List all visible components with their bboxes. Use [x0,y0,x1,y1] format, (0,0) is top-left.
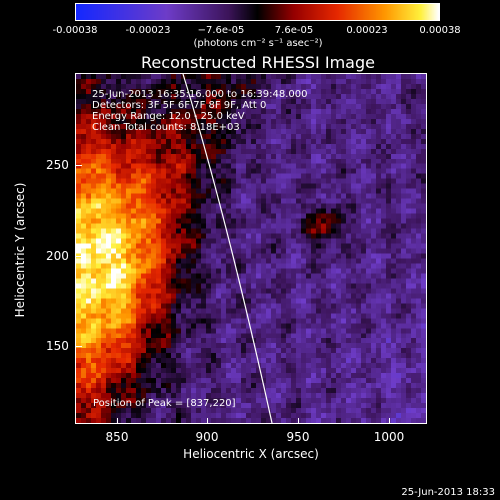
x-axis-title: Heliocentric X (arcsec) [183,447,319,461]
y-tick-label: 150 [46,339,69,353]
detectors-text: Detectors: 3F 5F 6F 7F 8F 9F, Att 0 [92,100,267,111]
x-tick [207,418,208,424]
colorbar [75,3,440,21]
image-panel: 25-Jun-2013 16:35:16.000 to 16:39:48.000… [75,73,427,424]
colorbar-tick-label: −7.6e-05 [197,25,245,36]
y-tick-label: 200 [46,249,69,263]
colorbar-tick-label: 7.6e-05 [274,25,314,36]
x-tick-label: 950 [286,430,310,444]
clean-counts-text: Clean Total counts: 8.18E+03 [92,122,240,133]
y-tick-label: 250 [46,158,69,172]
y-tick [76,346,82,347]
colorbar-tick-label: 0.00023 [346,25,388,36]
x-tick [389,418,390,424]
x-tick-label: 850 [105,430,129,444]
y-axis-title: Heliocentric Y (arcsec) [13,182,27,318]
peak-position-text: Position of Peak = [837,220] [93,398,236,409]
y-tick [76,165,82,166]
x-tick-label: 900 [195,430,219,444]
energy-range-text: Energy Range: 12.0 - 25.0 keV [92,111,245,122]
footer-timestamp: 25-Jun-2013 18:33 [401,487,495,498]
colorbar-tick-label: -0.00023 [125,25,171,36]
colorbar-tick-label: 0.00038 [419,25,461,36]
y-tick [76,256,82,257]
colorbar-units: (photons cm⁻² s⁻¹ asec⁻²) [193,38,323,49]
x-tick [117,418,118,424]
x-tick [298,418,299,424]
x-tick-label: 1000 [373,430,405,444]
colorbar-tick-label: -0.00038 [52,25,98,36]
image-title: Reconstructed RHESSI Image [141,53,375,72]
solar-limb-curve [182,74,273,423]
rhessi-heatmap [76,74,426,423]
time-range-text: 25-Jun-2013 16:35:16.000 to 16:39:48.000 [92,89,308,100]
